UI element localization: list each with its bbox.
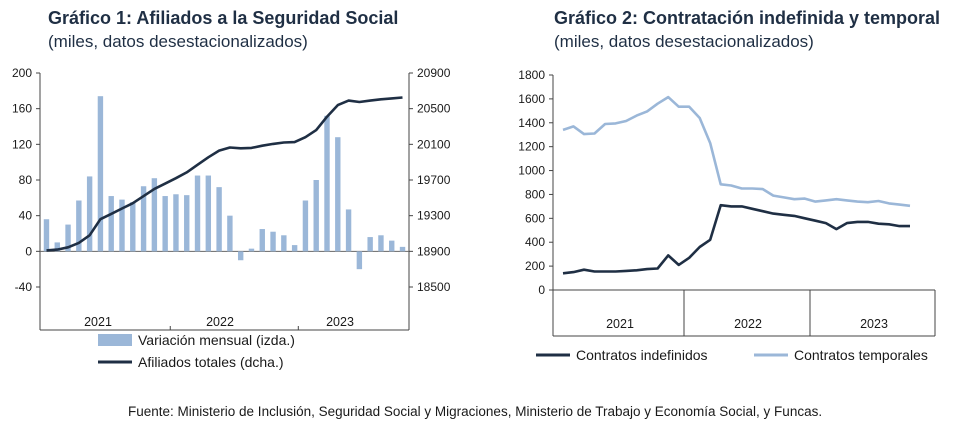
chart2-y-tick-label: 200 xyxy=(525,259,545,273)
source-note: Fuente: Ministerio de Inclusión, Segurid… xyxy=(128,404,823,419)
chart2-series-line xyxy=(562,95,911,208)
chart1-bar xyxy=(162,196,168,252)
chart1-bar xyxy=(216,187,222,252)
chart1-year-label: 2022 xyxy=(206,315,234,329)
chart1-bar xyxy=(43,219,50,252)
chart1-subtitle: (miles, datos desestacionalizados) xyxy=(48,32,308,51)
chart1-left-tick-label: 120 xyxy=(12,137,32,151)
chart2-y-tick-label: 600 xyxy=(525,211,545,225)
chart1-left-tick-label: -40 xyxy=(15,280,33,294)
chart1-bar xyxy=(140,186,147,252)
chart1-legend-bar-swatch xyxy=(98,334,132,346)
chart1-bar xyxy=(237,251,244,261)
chart1-bar xyxy=(173,194,179,252)
chart1-bar xyxy=(184,195,190,252)
chart1-right-tick-label: 18500 xyxy=(417,280,451,294)
chart1-bar xyxy=(108,196,114,252)
chart1-left-tick-label: 200 xyxy=(12,66,32,80)
chart1-bar xyxy=(291,245,298,252)
chart2-y-tick-label: 1400 xyxy=(518,116,545,130)
chart1-bar xyxy=(335,137,341,252)
chart1-right-tick-label: 19300 xyxy=(417,209,451,223)
chart1-bar xyxy=(259,229,265,252)
chart1-bar xyxy=(119,199,125,252)
chart1-bar xyxy=(345,209,352,252)
chart1-bar xyxy=(356,251,363,270)
chart1-bar xyxy=(65,224,71,252)
chart1-bar xyxy=(399,246,406,252)
chart1-bar xyxy=(324,115,330,252)
chart2-y-tick-label: 1600 xyxy=(518,92,545,106)
chart1-right-tick-label: 20500 xyxy=(417,102,451,116)
chart1-bar xyxy=(227,215,233,252)
chart2-legend-label-temporales: Contratos temporales xyxy=(794,347,928,363)
chart1-left-tick-label: 160 xyxy=(12,102,32,116)
chart1-left-tick-label: 0 xyxy=(25,244,32,258)
chart2-y-tick-label: 800 xyxy=(525,187,545,201)
chart1-legend-line-label: Afiliados totales (dcha.) xyxy=(138,354,284,370)
chart1-bar xyxy=(302,200,309,252)
chart1-year-label: 2021 xyxy=(84,315,112,329)
chart1-bar xyxy=(367,237,373,252)
chart1-bar xyxy=(313,180,319,252)
chart1-bar xyxy=(248,248,255,252)
chart1-right-tick-label: 19700 xyxy=(417,173,451,187)
chart1-bar xyxy=(389,240,395,252)
chart1-right-tick-label: 20900 xyxy=(417,66,451,80)
chart1-bar xyxy=(270,231,276,252)
chart2-y-tick-label: 1000 xyxy=(518,164,545,178)
chart1-bar xyxy=(130,202,136,252)
chart1-right-tick-label: 18900 xyxy=(417,244,451,258)
chart1-right-tick-label: 20100 xyxy=(417,137,451,151)
chart1-bar xyxy=(194,175,201,252)
chart1-bar xyxy=(378,235,384,252)
chart1-left-tick-label: 80 xyxy=(19,173,33,187)
chart2-y-tick-label: 0 xyxy=(538,283,545,297)
chart2-year-label: 2021 xyxy=(606,317,634,331)
chart2-year-label: 2022 xyxy=(734,317,762,331)
chart2-y-tick-label: 1800 xyxy=(518,68,545,82)
chart2-series-line xyxy=(562,203,910,275)
chart1-title: Gráfico 1: Afiliados a la Seguridad Soci… xyxy=(48,8,399,28)
chart1-year-label: 2023 xyxy=(326,315,354,329)
chart1-bar xyxy=(281,235,287,252)
chart1-bar xyxy=(86,176,93,252)
chart2-subtitle: (miles, datos desestacionalizados) xyxy=(554,32,814,51)
chart2-legend-label-indefinidos: Contratos indefinidos xyxy=(576,347,708,363)
chart2-year-label: 2023 xyxy=(860,317,888,331)
chart1-line-series xyxy=(46,96,403,252)
chart2-y-tick-label: 1200 xyxy=(518,140,545,154)
chart1-bar xyxy=(97,96,104,252)
chart2-y-tick-label: 400 xyxy=(525,235,545,249)
chart1-legend-bar-label: Variación mensual (izda.) xyxy=(138,332,295,348)
chart1-bar xyxy=(76,200,82,252)
chart1-bar xyxy=(54,242,60,252)
chart1-bar xyxy=(151,178,158,252)
chart1-left-tick-label: 40 xyxy=(19,209,33,223)
chart1-bar xyxy=(205,175,212,252)
chart2-title: Gráfico 2: Contratación indefinida y tem… xyxy=(554,8,941,28)
